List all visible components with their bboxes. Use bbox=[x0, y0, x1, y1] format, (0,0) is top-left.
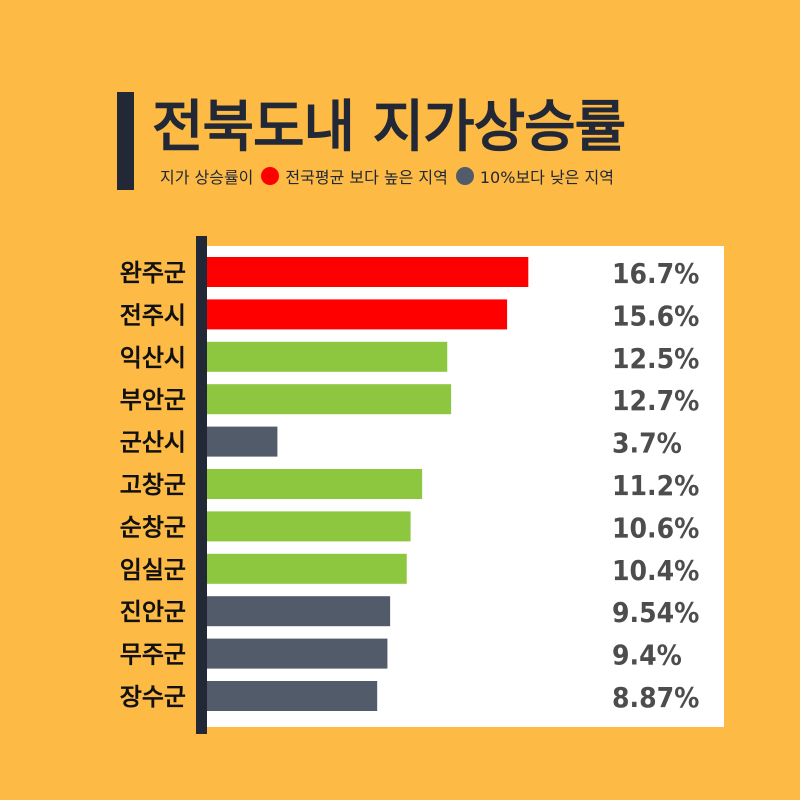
bar-10 bbox=[206, 681, 378, 711]
bar-8 bbox=[206, 596, 391, 627]
category-label: 부안군 bbox=[120, 386, 186, 414]
legend-label-below-10: 10%보다 낮은 지역 bbox=[479, 168, 614, 187]
title-accent-bar bbox=[117, 92, 134, 190]
value-label: 3.7% bbox=[612, 427, 682, 460]
value-label: 15.6% bbox=[612, 299, 699, 332]
legend-swatch-gray bbox=[455, 167, 474, 185]
chart-title: 전북도내 지가상승률 bbox=[152, 95, 626, 160]
bar-7 bbox=[206, 553, 407, 584]
category-label: 장수군 bbox=[120, 683, 186, 711]
legend-prefix: 지가 상승률이 bbox=[160, 168, 254, 187]
value-label: 12.5% bbox=[612, 342, 699, 375]
value-label: 16.7% bbox=[612, 257, 699, 290]
category-label: 순창군 bbox=[120, 513, 186, 541]
value-label: 9.54% bbox=[612, 596, 699, 629]
category-label: 완주군 bbox=[120, 259, 186, 287]
bar-4 bbox=[206, 426, 278, 457]
bar-0 bbox=[206, 257, 529, 287]
category-label: 전주시 bbox=[120, 301, 186, 329]
value-label: 12.7% bbox=[612, 384, 699, 417]
category-label: 진안군 bbox=[120, 598, 186, 626]
bar-2 bbox=[206, 341, 448, 372]
value-label: 10.4% bbox=[612, 554, 699, 587]
legend-swatch-red bbox=[261, 167, 280, 185]
category-label: 군산시 bbox=[120, 429, 186, 457]
category-label: 고창군 bbox=[120, 471, 186, 499]
legend: 지가 상승률이 전국평균 보다 높은 지역 10%보다 낮은 지역 bbox=[160, 164, 614, 188]
category-label: 무주군 bbox=[120, 641, 186, 669]
bar-3 bbox=[206, 384, 452, 415]
bar-1 bbox=[206, 299, 508, 330]
category-label: 익산시 bbox=[120, 344, 186, 372]
category-label: 임실군 bbox=[120, 556, 186, 584]
value-label: 11.2% bbox=[612, 469, 699, 502]
bar-9 bbox=[206, 638, 388, 669]
y-axis-line bbox=[196, 236, 207, 734]
legend-label-above-average: 전국평균 보다 높은 지역 bbox=[285, 168, 448, 187]
value-label: 10.6% bbox=[612, 511, 699, 544]
bar-5 bbox=[206, 469, 423, 499]
bar-6 bbox=[206, 511, 411, 542]
value-label: 8.87% bbox=[612, 681, 699, 714]
value-label: 9.4% bbox=[612, 639, 682, 672]
